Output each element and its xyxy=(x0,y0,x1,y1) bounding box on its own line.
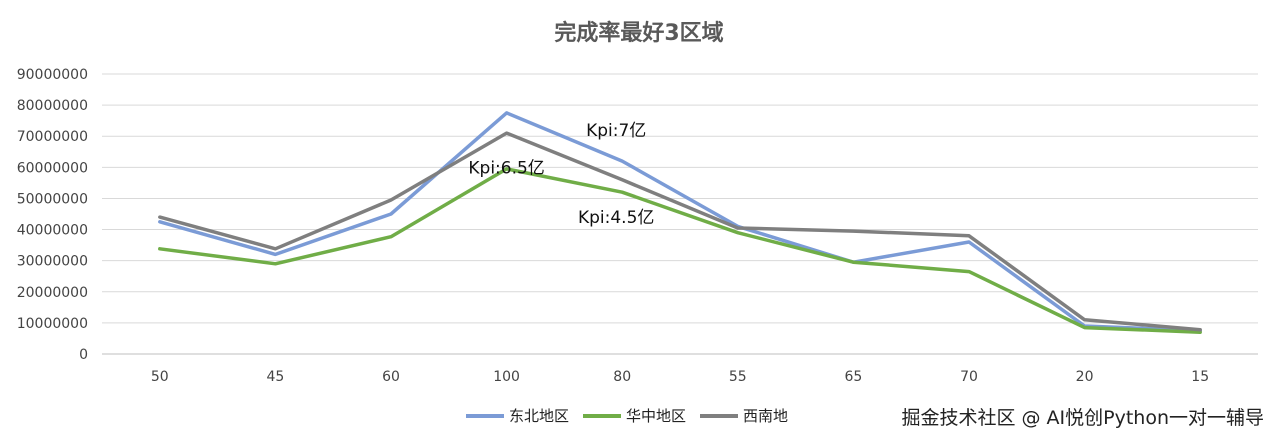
chart-title: 完成率最好3区域 xyxy=(554,20,723,46)
legend-label: 华中地区 xyxy=(626,407,686,425)
x-tick-label: 60 xyxy=(382,369,400,385)
series-line-2[interactable] xyxy=(158,131,1202,332)
x-tick-label: 55 xyxy=(729,369,747,385)
x-axis-ticks: 50 45 60 100 80 55 65 70 20 15 xyxy=(151,369,1209,385)
y-tick-label: 10000000 xyxy=(17,316,88,332)
x-tick-label: 100 xyxy=(493,369,520,385)
x-tick-label: 45 xyxy=(266,369,284,385)
y-tick-label: 60000000 xyxy=(17,160,88,176)
kpi-annotation: Kpi:4.5亿 xyxy=(578,208,654,228)
legend-label: 西南地 xyxy=(743,407,788,425)
legend[interactable]: 东北地区 华中地区 西南地 xyxy=(466,407,788,425)
x-tick-label: 15 xyxy=(1191,369,1209,385)
y-tick-label: 50000000 xyxy=(17,191,88,207)
x-tick-label: 65 xyxy=(844,369,862,385)
legend-label: 东北地区 xyxy=(509,407,569,425)
x-tick-label: 50 xyxy=(151,369,169,385)
x-tick-label: 70 xyxy=(960,369,978,385)
x-tick-label: 80 xyxy=(613,369,631,385)
x-tick-label: 20 xyxy=(1076,369,1094,385)
y-tick-label: 30000000 xyxy=(17,254,88,270)
y-tick-label: 90000000 xyxy=(17,67,88,83)
kpi-annotation: Kpi:6.5亿 xyxy=(468,158,544,178)
annotations: Kpi:7亿 Kpi:6.5亿 Kpi:4.5亿 xyxy=(468,121,654,228)
series-line-0[interactable] xyxy=(158,111,1202,333)
y-tick-label: 40000000 xyxy=(17,223,88,239)
y-tick-label: 80000000 xyxy=(17,98,88,114)
series-lines xyxy=(158,111,1202,334)
y-axis-ticks: 0 10000000 20000000 30000000 40000000 5000000… xyxy=(17,67,88,363)
y-tick-label: 0 xyxy=(79,347,88,363)
y-tick-label: 20000000 xyxy=(17,285,88,301)
watermark-text: 掘金技术社区 @ AI悦创Python一对一辅导 xyxy=(901,407,1264,429)
kpi-annotation: Kpi:7亿 xyxy=(586,121,646,141)
series-line-1[interactable] xyxy=(158,167,1202,334)
y-tick-label: 70000000 xyxy=(17,129,88,145)
